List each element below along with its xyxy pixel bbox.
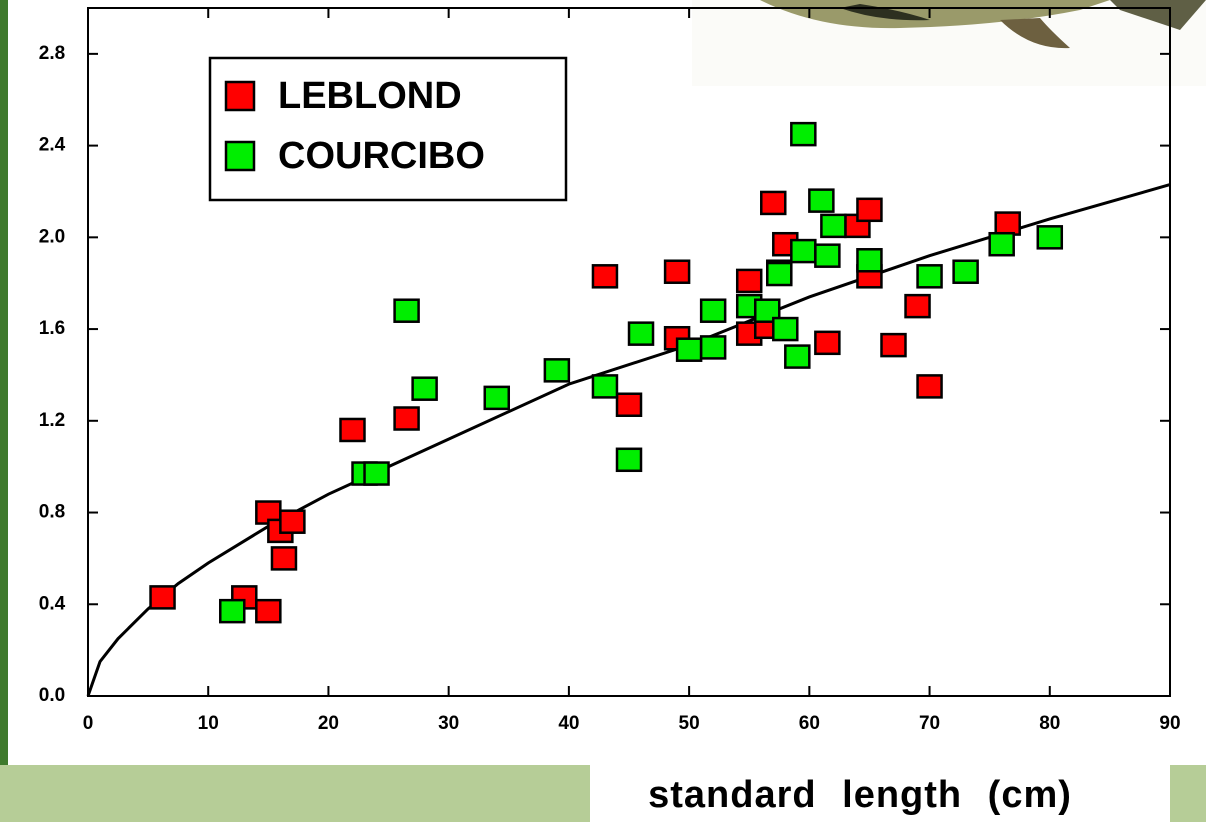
point	[220, 600, 244, 622]
point	[906, 295, 930, 317]
point	[629, 323, 653, 345]
x-tick-label: 10	[198, 713, 219, 734]
x-tick-label: 70	[919, 713, 940, 734]
point	[593, 265, 617, 287]
point	[737, 270, 761, 292]
point	[857, 199, 881, 221]
point	[665, 261, 689, 283]
y-tick-label: 0.4	[39, 593, 66, 614]
point	[954, 261, 978, 283]
point	[677, 339, 701, 361]
point	[617, 394, 641, 416]
page: standard length (cm) 0 10 20 30 40 50 60 70 80 90…	[0, 0, 1206, 822]
point	[256, 600, 280, 622]
y-tick-label: 0.8	[39, 502, 65, 523]
point	[918, 265, 942, 287]
x-tick-label: 80	[1039, 713, 1060, 734]
point	[701, 300, 725, 322]
x-tick-label: 0	[83, 713, 94, 734]
y-tick-label: 0.0	[39, 685, 65, 706]
side-strip	[0, 0, 8, 765]
x-tick-label: 20	[318, 713, 339, 734]
point	[857, 249, 881, 271]
point	[617, 449, 641, 471]
point	[809, 190, 833, 212]
point	[413, 378, 437, 400]
point	[821, 215, 845, 237]
point	[593, 375, 617, 397]
point	[815, 245, 839, 267]
x-axis-label: standard length (cm)	[648, 774, 1072, 816]
point	[990, 233, 1014, 255]
point	[773, 318, 797, 340]
point	[881, 334, 905, 356]
point	[815, 332, 839, 354]
point	[996, 213, 1020, 235]
fish-image	[692, 0, 1206, 86]
point	[918, 375, 942, 397]
point	[791, 240, 815, 262]
point	[545, 359, 569, 381]
y-tick-label: 2.4	[39, 135, 66, 156]
point	[280, 511, 304, 533]
point	[701, 336, 725, 358]
point	[340, 419, 364, 441]
point	[785, 346, 809, 368]
legend-label: LEBLOND	[278, 75, 462, 117]
point	[485, 387, 509, 409]
point	[395, 300, 419, 322]
x-tick-label: 30	[438, 713, 459, 734]
point	[365, 463, 389, 485]
y-tick-label: 1.6	[39, 318, 65, 339]
x-tick-label: 50	[679, 713, 700, 734]
chart: standard length (cm) 0 10 20 30 40 50 60 70 80 90…	[0, 0, 1206, 822]
point	[1038, 226, 1062, 248]
point	[761, 192, 785, 214]
point	[272, 547, 296, 569]
x-tick-label: 60	[799, 713, 820, 734]
y-tick-label: 2.8	[39, 43, 65, 64]
x-tick-label: 40	[558, 713, 579, 734]
point	[151, 586, 175, 608]
x-tick-label: 90	[1159, 713, 1180, 734]
legend-swatch	[226, 82, 254, 110]
y-tick-label: 2.0	[39, 226, 65, 247]
legend-label: COURCIBO	[278, 135, 485, 177]
point	[395, 408, 419, 430]
point	[767, 263, 791, 285]
legend-swatch	[226, 142, 254, 170]
y-tick-label: 1.2	[39, 410, 65, 431]
point	[791, 123, 815, 145]
